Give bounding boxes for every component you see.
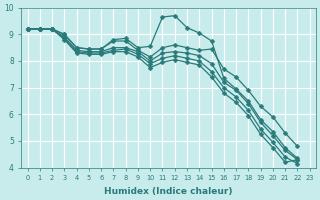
X-axis label: Humidex (Indice chaleur): Humidex (Indice chaleur)	[104, 187, 233, 196]
